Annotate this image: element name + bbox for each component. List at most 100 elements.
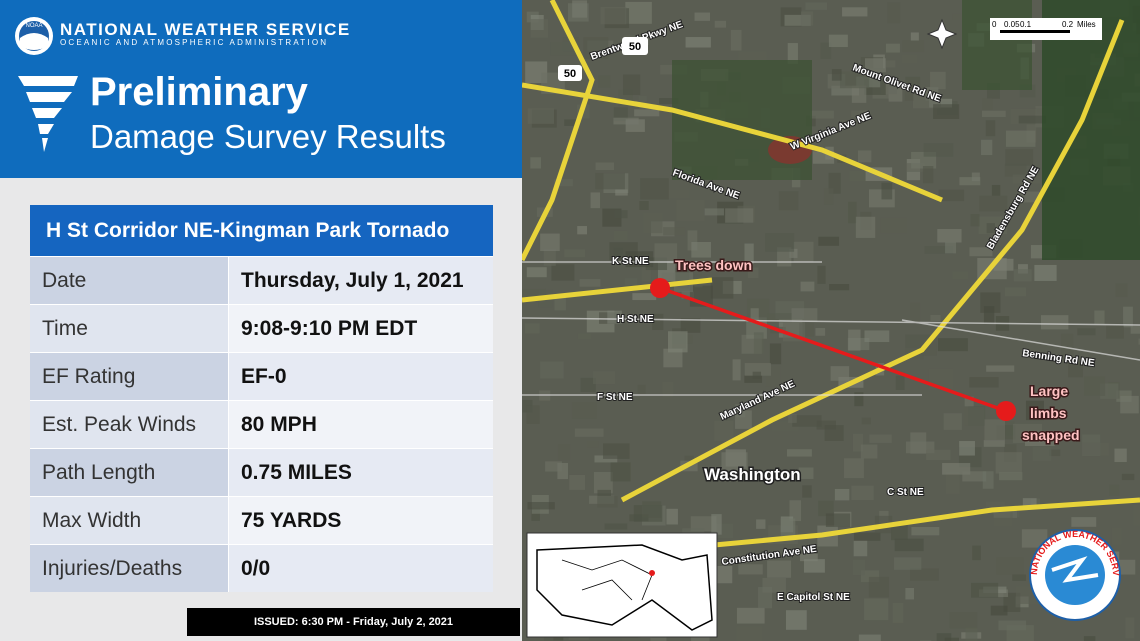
row-value: Thursday, July 1, 2021 bbox=[228, 256, 493, 305]
row-label: Injuries/Deaths bbox=[30, 544, 229, 592]
row-label: Path Length bbox=[30, 448, 229, 497]
map-texture bbox=[1125, 617, 1135, 639]
map-texture bbox=[910, 32, 919, 41]
place-label: Washington bbox=[704, 465, 801, 484]
map-texture bbox=[823, 188, 834, 205]
map-texture bbox=[1120, 395, 1139, 414]
map-texture bbox=[868, 576, 890, 598]
map-texture bbox=[564, 119, 579, 126]
map-texture bbox=[985, 120, 996, 137]
map-texture bbox=[637, 384, 646, 394]
map-texture bbox=[557, 462, 568, 480]
map-texture bbox=[964, 406, 985, 426]
annotation: Large bbox=[1030, 383, 1068, 399]
map-texture bbox=[613, 247, 623, 256]
map-texture bbox=[613, 230, 628, 241]
row-value: 80 MPH bbox=[228, 400, 493, 449]
map-texture bbox=[685, 37, 711, 48]
map-texture bbox=[629, 514, 649, 522]
map-texture bbox=[788, 413, 797, 423]
map-texture bbox=[853, 532, 881, 541]
map-texture bbox=[885, 60, 896, 68]
map-texture bbox=[1106, 324, 1124, 339]
map-texture bbox=[1077, 328, 1096, 336]
map-texture bbox=[842, 7, 868, 17]
map-texture bbox=[593, 371, 616, 385]
map-texture bbox=[825, 513, 851, 528]
map-texture bbox=[590, 192, 601, 209]
map-texture bbox=[540, 233, 560, 252]
map-texture bbox=[577, 333, 592, 340]
map-texture bbox=[986, 365, 1015, 372]
map-texture bbox=[664, 189, 690, 198]
map-texture bbox=[983, 440, 1005, 447]
map-texture bbox=[691, 241, 711, 258]
row-value: EF-0 bbox=[228, 352, 493, 401]
map-texture bbox=[687, 230, 698, 251]
map: Trees down Large limbs snapped Washingto… bbox=[522, 0, 1140, 641]
survey-table: H St Corridor NE-Kingman Park Tornado Da… bbox=[30, 205, 493, 592]
map-texture bbox=[892, 602, 904, 623]
row-value: 75 YARDS bbox=[228, 496, 493, 545]
map-texture bbox=[959, 177, 981, 186]
map-texture bbox=[1012, 574, 1027, 581]
map-texture bbox=[595, 162, 615, 171]
map-texture bbox=[854, 392, 864, 407]
map-texture bbox=[979, 195, 1008, 212]
map-texture bbox=[583, 37, 609, 59]
map-texture bbox=[769, 343, 782, 365]
issued: ISSUED: 6:30 PM - Friday, July 2, 2021 bbox=[187, 608, 520, 636]
map-texture bbox=[569, 474, 586, 490]
map-texture bbox=[853, 559, 865, 576]
map-texture bbox=[982, 98, 993, 110]
map-texture bbox=[780, 518, 796, 537]
map-texture bbox=[785, 610, 807, 630]
row-label: Time bbox=[30, 304, 229, 353]
map-texture bbox=[848, 329, 861, 351]
map-texture bbox=[571, 402, 597, 419]
map-texture bbox=[597, 496, 618, 508]
map-texture bbox=[805, 2, 828, 10]
row-value: 0/0 bbox=[228, 544, 493, 592]
map-texture bbox=[753, 332, 764, 354]
map-texture bbox=[525, 323, 540, 334]
map-texture bbox=[1005, 130, 1036, 147]
map-texture bbox=[905, 76, 921, 90]
row-label: Max Width bbox=[30, 496, 229, 545]
map-texture bbox=[1012, 174, 1041, 184]
map-texture bbox=[632, 293, 657, 301]
map-texture bbox=[793, 241, 814, 263]
map-texture bbox=[800, 281, 815, 292]
map-texture bbox=[938, 189, 965, 202]
map-texture bbox=[681, 291, 695, 299]
map-texture bbox=[852, 433, 864, 452]
map-texture bbox=[861, 417, 871, 425]
scale-label: 0.1 bbox=[1020, 20, 1032, 29]
map-texture bbox=[995, 452, 1022, 474]
map-texture bbox=[984, 419, 1006, 441]
table-row: Time 9:08-9:10 PM EDT bbox=[30, 304, 493, 353]
map-texture bbox=[530, 19, 549, 38]
map-texture bbox=[924, 246, 954, 254]
map-texture bbox=[923, 143, 954, 157]
map-texture bbox=[654, 243, 678, 263]
map-texture bbox=[905, 587, 914, 600]
map-texture bbox=[945, 241, 957, 254]
map-texture bbox=[1022, 498, 1037, 506]
row-label: EF Rating bbox=[30, 352, 229, 401]
map-texture bbox=[1068, 361, 1084, 378]
map-texture bbox=[864, 58, 886, 73]
map-texture bbox=[738, 564, 763, 575]
map-texture bbox=[839, 71, 870, 89]
map-texture bbox=[1111, 527, 1122, 545]
scale-box bbox=[990, 18, 1102, 40]
map-texture bbox=[802, 485, 812, 498]
map-texture bbox=[730, 29, 742, 51]
map-texture bbox=[824, 425, 844, 441]
scale-label: 0.05 bbox=[1004, 20, 1020, 29]
map-texture bbox=[798, 467, 814, 479]
map-texture bbox=[789, 500, 802, 522]
title-line2: Damage Survey Results bbox=[90, 118, 446, 155]
map-texture bbox=[640, 178, 669, 200]
